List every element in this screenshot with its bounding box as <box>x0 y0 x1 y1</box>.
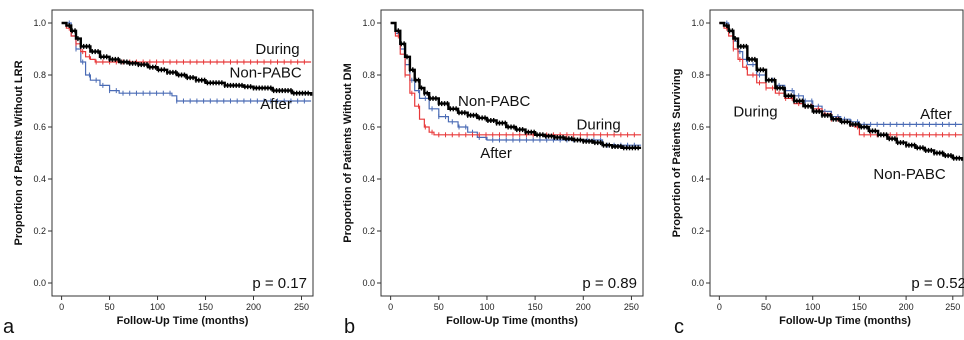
y-axis-label: Proportion of Patients Without DM <box>342 63 354 243</box>
x-tick-label: 0 <box>59 302 64 312</box>
y-tick-label: 0.4 <box>362 174 375 184</box>
series-group <box>61 20 313 104</box>
censor-marks <box>726 23 961 161</box>
y-tick-label: 0.2 <box>33 226 46 236</box>
series-during-line <box>390 22 642 136</box>
x-tick-label: 0 <box>388 302 393 312</box>
x-tick-label: 150 <box>852 302 867 312</box>
panel-c: 0.0 0.2 0.4 0.6 0.8 1.0 0 50 100 150 200 250 Follow-… <box>671 9 964 338</box>
censor-marks <box>68 23 309 96</box>
y-tick-label: 0.8 <box>33 70 46 80</box>
x-tick-label: 150 <box>198 302 213 312</box>
series-label-non-pabc: Non-PABC <box>458 93 530 110</box>
plot-frame <box>51 9 314 297</box>
x-tick-label: 250 <box>624 302 639 312</box>
x-tick-label: 50 <box>105 302 115 312</box>
x-tick-label: 0 <box>717 302 722 312</box>
y-tick-label: 0.4 <box>691 174 704 184</box>
x-tick-label: 100 <box>805 302 820 312</box>
panel-letter: a <box>3 316 15 338</box>
p-value: p = 0.89 <box>582 275 637 292</box>
y-axis-label: Proportion of Patients Surviving <box>671 69 683 238</box>
p-value: p = 0.52 <box>911 275 964 292</box>
series-label-during: During <box>733 104 777 121</box>
x-tick-label: 50 <box>434 302 444 312</box>
series-label-during: During <box>255 41 299 58</box>
series-label-non-pabc: Non-PABC <box>873 166 945 183</box>
y-tick-label: 1.0 <box>33 18 46 28</box>
y-tick-label: 0.6 <box>33 122 46 132</box>
x-axis-label: Follow-Up Time (months) <box>446 315 578 327</box>
y-tick-label: 0.2 <box>691 226 704 236</box>
x-tick-label: 50 <box>761 302 771 312</box>
panel-a: 0.0 0.2 0.4 0.6 0.8 1.0 0 50 100 150 200 250 Follow-… <box>3 9 314 338</box>
plot-frame <box>709 9 964 297</box>
censor-marks <box>397 33 635 138</box>
x-axis-label: Follow-Up Time (months) <box>779 315 911 327</box>
x-tick-label: 200 <box>899 302 914 312</box>
series-group <box>390 21 642 151</box>
censor-marks <box>68 25 305 65</box>
series-label-after: After <box>480 145 512 162</box>
y-tick-label: 0.6 <box>691 122 704 132</box>
y-tick-label: 1.0 <box>691 18 704 28</box>
x-tick-label: 200 <box>246 302 261 312</box>
x-axis-label: Follow-Up Time (months) <box>117 315 249 327</box>
x-tick-label: 200 <box>576 302 591 312</box>
panel-letter: b <box>344 316 355 338</box>
y-tick-label: 0.0 <box>691 278 704 288</box>
y-axis-label: Proportion of Patients Without LRR <box>13 60 25 245</box>
y-tick-label: 0.8 <box>362 70 375 80</box>
p-value: p = 0.17 <box>252 275 307 292</box>
y-tick-label: 0.4 <box>33 174 46 184</box>
plot-frame <box>380 9 644 297</box>
x-tick-label: 250 <box>294 302 309 312</box>
x-tick-label: 100 <box>150 302 165 312</box>
y-tick-label: 0.6 <box>362 122 375 132</box>
y-tick-label: 0.0 <box>33 278 46 288</box>
censor-marks <box>397 28 639 151</box>
x-tick-label: 250 <box>945 302 960 312</box>
panel-letter: c <box>674 316 684 338</box>
series-label-during: During <box>577 117 621 134</box>
x-tick-label: 150 <box>528 302 543 312</box>
censor-marks <box>68 20 305 104</box>
series-label-after: After <box>260 96 292 113</box>
y-tick-label: 0.0 <box>362 278 375 288</box>
series-non-pabc-line <box>61 21 313 96</box>
y-tick-label: 1.0 <box>362 18 375 28</box>
x-tick-label: 100 <box>479 302 494 312</box>
series-label-after: After <box>920 106 952 123</box>
series-non-pabc-line <box>719 21 964 161</box>
series-group <box>719 20 964 161</box>
y-tick-label: 0.8 <box>691 70 704 80</box>
panel-b: 0.0 0.2 0.4 0.6 0.8 1.0 0 50 100 150 200 250 Follow-… <box>342 9 644 338</box>
series-label-non-pabc: Non-PABC <box>230 65 302 82</box>
y-tick-label: 0.2 <box>362 226 375 236</box>
